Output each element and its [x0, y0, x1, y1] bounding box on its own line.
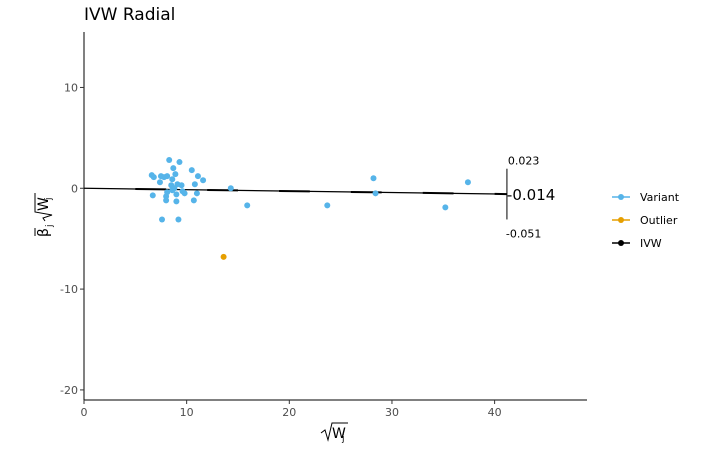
variant-point [164, 173, 171, 180]
variant-point [159, 216, 166, 223]
y-axis-label-w: W [36, 197, 52, 211]
ivw-estimate-scale: 0.023 -0.014 -0.051 [506, 155, 555, 241]
x-axis-ticks: 0 10 20 30 40 [81, 400, 502, 419]
y-axis-label: β j W j [34, 193, 55, 237]
data-points [148, 157, 471, 260]
outlier-point [220, 253, 227, 260]
variant-point [175, 216, 182, 223]
variant-point [173, 191, 180, 198]
variant-point [194, 173, 201, 180]
x-axis-sqrt-symbol [320, 422, 348, 442]
y-axis-label-beta-subscript: j [45, 224, 55, 228]
variant-point [181, 190, 188, 197]
y-axis-label-w-subscript: j [44, 197, 54, 201]
variant-point [227, 185, 234, 192]
legend-key-point [618, 240, 624, 246]
y-tick-label: -20 [60, 384, 78, 397]
variant-point [156, 179, 163, 186]
legend-key-point [618, 217, 624, 223]
variant-point [193, 190, 200, 197]
variant-point [372, 190, 379, 197]
variant-point [370, 175, 377, 182]
variant-point [164, 189, 171, 196]
variant-point [324, 202, 331, 209]
variant-point [244, 202, 251, 209]
chart-title: IVW Radial [84, 5, 175, 25]
variant-point [150, 174, 157, 181]
x-tick-label: 10 [180, 406, 194, 419]
variant-point [170, 165, 177, 172]
x-tick-label: 30 [385, 406, 399, 419]
x-tick-label: 20 [282, 406, 296, 419]
y-tick-label: 10 [64, 81, 78, 94]
variant-point [442, 204, 449, 211]
ivw-upper-label: 0.023 [508, 155, 540, 168]
variant-point [178, 182, 185, 189]
ivw-estimate-label: -0.014 [507, 186, 555, 204]
variant-point [149, 192, 156, 199]
ivw-lower-label: -0.051 [506, 227, 541, 240]
x-tick-label: 40 [488, 406, 502, 419]
x-tick-label: 0 [81, 406, 88, 419]
y-axis-ticks: -20 -10 0 10 [60, 81, 84, 397]
y-tick-label: -10 [60, 283, 78, 296]
legend-label-outlier: Outlier [640, 214, 678, 227]
variant-point [464, 179, 471, 186]
legend-label-ivw: IVW [640, 237, 662, 250]
variant-point [190, 197, 197, 204]
variant-point [166, 157, 173, 164]
y-axis-label-beta: β [36, 228, 52, 237]
variant-point [200, 177, 207, 184]
variant-point [163, 197, 170, 204]
x-axis-label-subscript: j [341, 434, 345, 444]
variant-point [188, 167, 195, 174]
x-axis-label-main: W [332, 426, 346, 442]
y-axis-sqrt-symbol [34, 193, 53, 222]
ivw-fit-line [83, 187, 507, 196]
x-axis-label: W j [320, 422, 348, 444]
variant-point [169, 176, 176, 183]
y-tick-label: 0 [71, 182, 78, 195]
legend-key-point [618, 194, 624, 200]
variant-point [191, 181, 198, 188]
variant-point [173, 198, 180, 205]
legend: Variant Outlier IVW [612, 191, 680, 250]
legend-label-variant: Variant [640, 191, 680, 204]
variant-point [176, 159, 183, 166]
variant-point [172, 171, 179, 178]
